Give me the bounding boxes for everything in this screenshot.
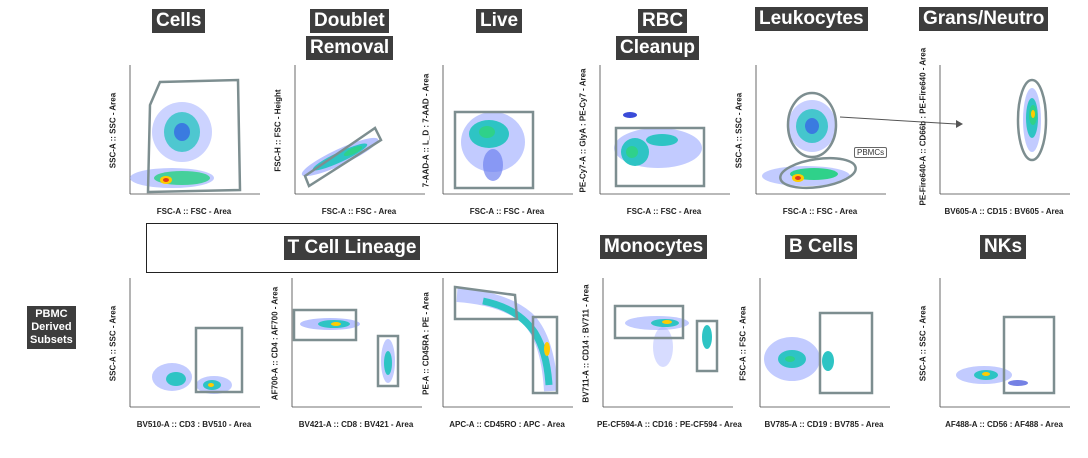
title-nks: NKs [980, 235, 1027, 259]
plot-grans: BV605-A :: CD15 : BV605 - Area PE-Fire64… [919, 48, 1070, 220]
plot-cells-svg [129, 65, 260, 195]
title-leukocytes: Leukocytes [755, 7, 868, 31]
plot-cells: FSC-A :: FSC - Area SSC-A :: SSC - Area [109, 60, 260, 220]
gate-cd45ra [453, 285, 519, 321]
y-axis-label: PE-Fire640-A :: CD66b : PE-Fire640 - Are… [918, 47, 928, 206]
density-plot [152, 363, 232, 394]
plot-rbc: FSC-A :: FSC - Area PE-Cy7-A :: GlyA : P… [579, 60, 730, 220]
gate-live [453, 110, 535, 190]
density-plot [461, 112, 525, 181]
title-monocytes: Monocytes [600, 235, 708, 259]
y-axis-label: SSC-A :: SSC - Area [108, 92, 118, 169]
density-plot [301, 137, 379, 177]
gate-doublet [303, 126, 383, 188]
title-cleanup: Cleanup [616, 36, 699, 60]
y-axis-label: FSC-A :: FSC - Area [738, 306, 748, 381]
y-axis-label: 7-AAD-A :: L_D : 7-AAD - Area [421, 73, 431, 188]
x-axis-label: FSC-A :: FSC - Area [626, 207, 702, 216]
title-live: Live [476, 9, 523, 33]
gate-b-cells [818, 311, 874, 395]
title-cells: Cells [152, 9, 206, 33]
gate-cells [146, 78, 242, 194]
x-axis-label: BV605-A :: CD15 : BV605 - Area [944, 207, 1064, 216]
plot-b-cells-svg [759, 278, 890, 408]
pbmc-derived-line-3: Subsets [30, 334, 73, 346]
x-axis-label: FSC-A :: FSC - Area [321, 207, 397, 216]
gate-grans [786, 91, 838, 159]
y-axis-label: SSC-A :: SSC - Area [918, 305, 928, 382]
plot-doublet-svg [294, 65, 425, 195]
x-axis-label: FSC-A :: FSC - Area [156, 207, 232, 216]
plot-cd3: BV510-A :: CD3 : BV510 - Area SSC-A :: S… [109, 273, 260, 433]
gate-label-pbmcs: PBMCs [854, 147, 888, 158]
plot-nks: AF488-A :: CD56 : AF488 - Area SSC-A :: … [919, 273, 1070, 433]
density-plot [1023, 88, 1041, 152]
x-axis-label: APC-A :: CD45RO : APC - Area [449, 420, 565, 429]
plot-cd8-svg [291, 278, 422, 408]
pbmc-derived-line-2: Derived [31, 321, 72, 333]
plot-live-svg [442, 65, 573, 195]
plot-cd3-svg [129, 278, 260, 408]
plot-grans-svg [939, 65, 1070, 195]
gate-classical-mono [613, 304, 685, 340]
gate-neutro [1016, 78, 1048, 162]
density-plot [130, 102, 214, 188]
pbmc-derived-line-1: PBMC [35, 308, 68, 320]
plot-doublet: FSC-A :: FSC - Area FSC-H :: FSC - Heigh… [274, 60, 425, 220]
gate-pbmcs [779, 156, 857, 190]
density-plot [614, 112, 702, 168]
pbmc-derived-label: PBMC Derived Subsets [27, 306, 76, 349]
y-axis-label: PE-Cy7-A :: GlyA : PE-Cy7 - Area [578, 68, 588, 193]
plot-b-cells: BV785-A :: CD19 : BV785 - Area FSC-A :: … [739, 273, 890, 433]
plot-rbc-svg [599, 65, 730, 195]
gate-cd45ro [531, 315, 559, 395]
gate-cd3 [194, 326, 244, 394]
density-plot [762, 100, 850, 186]
plot-cd45-svg [442, 278, 573, 408]
x-axis-label: BV510-A :: CD3 : BV510 - Area [136, 420, 252, 429]
density-plot [300, 318, 395, 383]
density-plot [625, 316, 712, 367]
gate-nks [1002, 315, 1056, 395]
t-cell-lineage-box: T Cell Lineage [146, 223, 558, 273]
x-axis-label: BV785-A :: CD19 : BV785 - Area [764, 420, 884, 429]
y-axis-label: FSC-H :: FSC - Height [273, 89, 283, 172]
density-plot [764, 337, 834, 381]
x-axis-label: FSC-A :: FSC - Area [469, 207, 545, 216]
plot-monocytes: PE-CF594-A :: CD16 : PE-CF594 - Area BV7… [582, 273, 742, 433]
plot-leukocytes: PBMCs FSC-A :: FSC - Area SSC-A :: SSC -… [735, 60, 963, 220]
density-plot [956, 366, 1028, 386]
plot-leukocytes-svg [755, 65, 963, 195]
plot-cd45: APC-A :: CD45RO : APC - Area PE-A :: CD4… [422, 273, 573, 433]
title-doublet: Doublet [310, 9, 389, 33]
gate-cd8 [376, 334, 400, 388]
plot-nks-svg [939, 278, 1070, 408]
gate-cd4 [292, 308, 358, 342]
y-axis-label: AF700-A :: CD4 : AF700 - Area [270, 286, 280, 401]
plot-live: FSC-A :: FSC - Area 7-AAD-A :: L_D : 7-A… [422, 60, 573, 220]
density-plot [456, 288, 558, 392]
y-axis-label: PE-A :: CD45RA : PE - Area [421, 292, 431, 395]
arrow-line [839, 116, 957, 125]
y-axis-label: SSC-A :: SSC - Area [108, 305, 118, 382]
title-t-cell-lineage: T Cell Lineage [283, 236, 421, 260]
title-b-cells: B Cells [785, 235, 858, 259]
x-axis-label: FSC-A :: FSC - Area [782, 207, 858, 216]
gate-nonclassical-mono [695, 319, 719, 373]
title-removal: Removal [306, 36, 394, 60]
plot-cd8: BV421-A :: CD8 : BV421 - Area AF700-A ::… [271, 273, 422, 433]
x-axis-label: PE-CF594-A :: CD16 : PE-CF594 - Area [597, 420, 742, 429]
gate-rbc [614, 126, 706, 188]
x-axis-label: AF488-A :: CD56 : AF488 - Area [945, 420, 1063, 429]
y-axis-label: BV711-A :: CD14 : BV711 - Area [581, 284, 591, 403]
title-grans: Grans/Neutro [919, 7, 1049, 31]
y-axis-label: SSC-A :: SSC - Area [734, 92, 744, 169]
arrow-head [956, 120, 963, 128]
plot-monocytes-svg [602, 278, 733, 408]
title-rbc: RBC [638, 9, 688, 33]
x-axis-label: BV421-A :: CD8 : BV421 - Area [298, 420, 414, 429]
